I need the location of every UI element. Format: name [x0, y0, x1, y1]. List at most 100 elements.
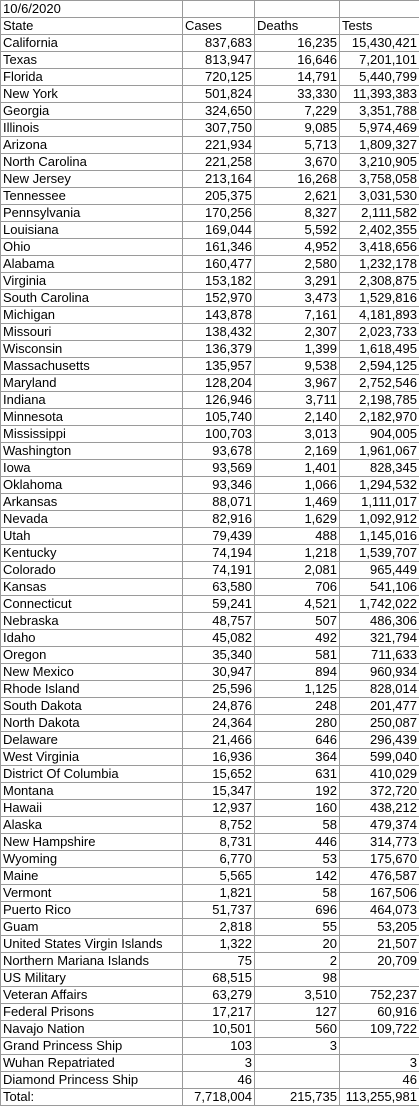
number-cell: 4,181,893 — [340, 307, 419, 324]
number-cell: 2,308,875 — [340, 273, 419, 290]
number-cell: 15,430,421 — [340, 35, 419, 52]
state-cell: Massachusetts — [1, 358, 183, 375]
state-cell: Nebraska — [1, 613, 183, 630]
number-cell: 3 — [255, 1038, 340, 1055]
number-cell: 109,722 — [340, 1021, 419, 1038]
state-cell: Iowa — [1, 460, 183, 477]
number-cell: 60,916 — [340, 1004, 419, 1021]
number-cell: 9,538 — [255, 358, 340, 375]
total-label: Total: — [1, 1089, 183, 1106]
number-cell: 21,507 — [340, 936, 419, 953]
total-cell: 113,255,981 — [340, 1089, 419, 1106]
number-cell: 1,809,327 — [340, 137, 419, 154]
number-cell: 45,082 — [183, 630, 255, 647]
state-cell: Northern Mariana Islands — [1, 953, 183, 970]
number-cell: 16,268 — [255, 171, 340, 188]
state-cell: District Of Columbia — [1, 766, 183, 783]
state-cell: Florida — [1, 69, 183, 86]
number-cell: 3,670 — [255, 154, 340, 171]
number-cell: 2,182,970 — [340, 409, 419, 426]
number-cell: 93,678 — [183, 443, 255, 460]
number-cell: 1,399 — [255, 341, 340, 358]
number-cell: 1,618,495 — [340, 341, 419, 358]
state-cell: New Jersey — [1, 171, 183, 188]
number-cell: 1,145,016 — [340, 528, 419, 545]
number-cell: 5,713 — [255, 137, 340, 154]
number-cell: 3,031,530 — [340, 188, 419, 205]
number-cell: 488 — [255, 528, 340, 545]
number-cell: 30,947 — [183, 664, 255, 681]
number-cell: 486,306 — [340, 613, 419, 630]
number-cell: 6,770 — [183, 851, 255, 868]
state-cell: Washington — [1, 443, 183, 460]
number-cell: 1,629 — [255, 511, 340, 528]
number-cell — [340, 970, 419, 987]
number-cell: 1,469 — [255, 494, 340, 511]
number-cell: 20,709 — [340, 953, 419, 970]
state-cell: Connecticut — [1, 596, 183, 613]
number-cell: 7,161 — [255, 307, 340, 324]
number-cell: 74,191 — [183, 562, 255, 579]
number-cell: 75 — [183, 953, 255, 970]
number-cell — [255, 1072, 340, 1089]
state-cell: Navajo Nation — [1, 1021, 183, 1038]
number-cell: 960,934 — [340, 664, 419, 681]
number-cell: 136,379 — [183, 341, 255, 358]
state-cell: Wyoming — [1, 851, 183, 868]
number-cell: 464,073 — [340, 902, 419, 919]
number-cell: 5,974,469 — [340, 120, 419, 137]
state-cell: Montana — [1, 783, 183, 800]
state-cell: Missouri — [1, 324, 183, 341]
state-cell: Arizona — [1, 137, 183, 154]
number-cell: 8,731 — [183, 834, 255, 851]
state-cell: Diamond Princess Ship — [1, 1072, 183, 1089]
number-cell: 2,169 — [255, 443, 340, 460]
number-cell: 5,565 — [183, 868, 255, 885]
number-cell: 105,740 — [183, 409, 255, 426]
number-cell: 161,346 — [183, 239, 255, 256]
number-cell: 138,432 — [183, 324, 255, 341]
number-cell: 3,418,656 — [340, 239, 419, 256]
number-cell: 2 — [255, 953, 340, 970]
number-cell: 904,005 — [340, 426, 419, 443]
state-cell: Maryland — [1, 375, 183, 392]
state-cell: Ohio — [1, 239, 183, 256]
number-cell: 631 — [255, 766, 340, 783]
number-cell: 314,773 — [340, 834, 419, 851]
number-cell: 103 — [183, 1038, 255, 1055]
number-cell: 1,539,707 — [340, 545, 419, 562]
number-cell: 1,401 — [255, 460, 340, 477]
number-cell: 7,229 — [255, 103, 340, 120]
number-cell: 2,023,733 — [340, 324, 419, 341]
number-cell: 479,374 — [340, 817, 419, 834]
number-cell: 21,466 — [183, 732, 255, 749]
number-cell: 98 — [255, 970, 340, 987]
number-cell: 307,750 — [183, 120, 255, 137]
number-cell: 1,322 — [183, 936, 255, 953]
number-cell: 169,044 — [183, 222, 255, 239]
number-cell: 8,327 — [255, 205, 340, 222]
state-cell: Delaware — [1, 732, 183, 749]
number-cell: 127 — [255, 1004, 340, 1021]
total-cell: 215,735 — [255, 1089, 340, 1106]
number-cell: 3 — [183, 1055, 255, 1072]
number-cell: 24,364 — [183, 715, 255, 732]
state-cell: Idaho — [1, 630, 183, 647]
number-cell: 9,085 — [255, 120, 340, 137]
empty-cell — [183, 1, 255, 18]
state-cell: Mississippi — [1, 426, 183, 443]
state-cell: United States Virgin Islands — [1, 936, 183, 953]
state-cell: West Virginia — [1, 749, 183, 766]
state-cell: US Military — [1, 970, 183, 987]
number-cell: 58 — [255, 885, 340, 902]
number-cell: 828,014 — [340, 681, 419, 698]
number-cell: 53 — [255, 851, 340, 868]
number-cell: 10,501 — [183, 1021, 255, 1038]
number-cell: 46 — [183, 1072, 255, 1089]
state-cell: Hawaii — [1, 800, 183, 817]
state-cell: Utah — [1, 528, 183, 545]
number-cell: 152,970 — [183, 290, 255, 307]
number-cell: 1,111,017 — [340, 494, 419, 511]
number-cell: 828,345 — [340, 460, 419, 477]
